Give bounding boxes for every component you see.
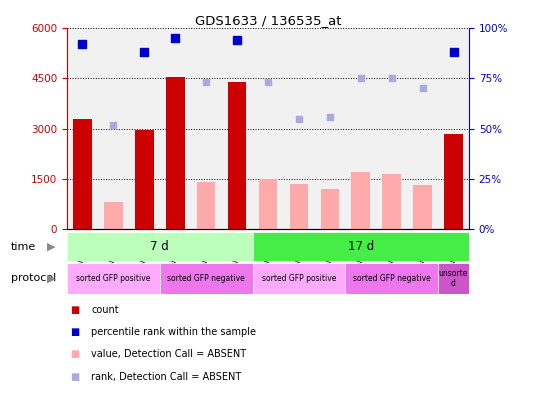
Text: 17 d: 17 d <box>348 240 374 253</box>
Point <box>264 79 272 86</box>
Bar <box>228 82 247 229</box>
Bar <box>321 189 339 229</box>
Bar <box>135 130 154 229</box>
Point <box>202 79 211 86</box>
Point <box>388 75 396 82</box>
Bar <box>289 184 308 229</box>
Text: percentile rank within the sample: percentile rank within the sample <box>91 327 256 337</box>
Text: value, Detection Call = ABSENT: value, Detection Call = ABSENT <box>91 350 246 359</box>
Bar <box>315 28 345 229</box>
Point <box>325 113 334 120</box>
FancyBboxPatch shape <box>438 263 469 294</box>
Point <box>418 85 427 92</box>
Bar <box>376 28 407 229</box>
Text: sorted GFP negative: sorted GFP negative <box>167 274 245 283</box>
Point <box>78 41 87 48</box>
Bar <box>345 28 376 229</box>
Text: ■: ■ <box>70 305 79 315</box>
Text: protocol: protocol <box>11 273 56 283</box>
Bar <box>67 28 98 229</box>
Bar <box>284 28 315 229</box>
Text: sorted GFP negative: sorted GFP negative <box>353 274 430 283</box>
Text: ▶: ▶ <box>47 273 55 283</box>
Text: 7 d: 7 d <box>151 240 169 253</box>
FancyBboxPatch shape <box>252 263 345 294</box>
Bar <box>104 202 123 229</box>
FancyBboxPatch shape <box>252 232 469 261</box>
Text: ▶: ▶ <box>47 242 55 252</box>
Point <box>140 49 148 55</box>
Bar <box>98 28 129 229</box>
Bar <box>352 172 370 229</box>
FancyBboxPatch shape <box>345 263 438 294</box>
Point <box>171 35 180 42</box>
Text: ■: ■ <box>70 372 79 382</box>
Text: ■: ■ <box>70 327 79 337</box>
Point <box>449 49 458 55</box>
FancyBboxPatch shape <box>67 232 252 261</box>
Point <box>356 75 365 82</box>
FancyBboxPatch shape <box>160 263 252 294</box>
Text: rank, Detection Call = ABSENT: rank, Detection Call = ABSENT <box>91 372 241 382</box>
Bar <box>438 28 469 229</box>
Text: count: count <box>91 305 119 315</box>
Bar <box>407 28 438 229</box>
Point <box>109 122 118 128</box>
Text: GDS1633 / 136535_at: GDS1633 / 136535_at <box>195 14 341 27</box>
Text: time: time <box>11 242 36 252</box>
Bar <box>221 28 252 229</box>
Text: unsorte
d: unsorte d <box>439 269 468 288</box>
FancyBboxPatch shape <box>67 263 160 294</box>
Point <box>295 115 303 122</box>
Text: ■: ■ <box>70 350 79 359</box>
Text: sorted GFP positive: sorted GFP positive <box>76 274 151 283</box>
Bar <box>197 182 215 229</box>
Bar <box>252 28 284 229</box>
Bar <box>166 77 184 229</box>
Bar <box>259 179 277 229</box>
Bar <box>73 119 92 229</box>
Bar <box>191 28 221 229</box>
Bar <box>129 28 160 229</box>
Bar <box>444 134 463 229</box>
Point <box>233 37 241 44</box>
Bar <box>160 28 191 229</box>
Text: sorted GFP positive: sorted GFP positive <box>262 274 336 283</box>
Bar <box>413 185 432 229</box>
Bar <box>382 174 401 229</box>
